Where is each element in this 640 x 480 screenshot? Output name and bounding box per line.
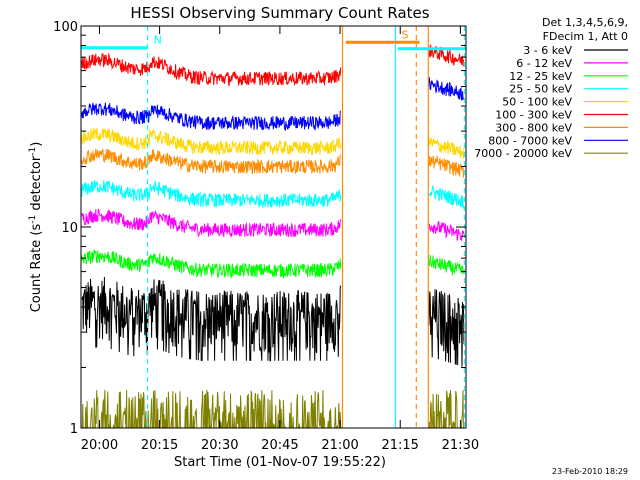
y-tick-label-2: 10: [61, 221, 78, 236]
x-tick-label-6: 21:15: [381, 438, 418, 453]
legend-header-line-1: Det 1,3,4,5,6,9,: [542, 16, 628, 29]
y-tick-label-1: 1: [70, 422, 78, 437]
legend-label-1: 3 - 6 keV: [523, 44, 572, 57]
y-tick-label-3: 100: [53, 20, 78, 35]
series-3: [81, 249, 465, 280]
series-1-line: [81, 276, 465, 367]
series-7-line: [81, 148, 465, 178]
legend-label-3: 12 - 25 keV: [509, 70, 572, 83]
legend-header-line-2: FDecim 1, Att 0: [543, 30, 628, 43]
x-tick-label-3: 20:30: [201, 438, 238, 453]
legend-label-6: 100 - 300 keV: [495, 109, 572, 122]
x-tick-label-1: 20:00: [81, 438, 118, 453]
series-9: [81, 389, 464, 428]
series-8: [81, 77, 465, 132]
x-tick-label-2: 20:15: [141, 438, 178, 453]
y-axis-label-sup1: -1: [28, 215, 38, 224]
axes-layer: 20:00 20:15 20:30 20:45 21:00 21:15 21:30 1 10 10…: [53, 20, 479, 453]
series-2-line: [81, 208, 465, 242]
series-6-line: [81, 44, 465, 88]
legend-label-9: 7000 - 20000 keV: [474, 147, 572, 160]
x-tick-label-5: 21:00: [321, 438, 358, 453]
series-5-line: [81, 127, 465, 159]
legend-label-5: 50 - 100 keV: [502, 96, 572, 109]
series-4: [81, 179, 465, 209]
y-axis-label: Count Rate (s-1 detector-1): [28, 142, 44, 313]
flag-label-2: S: [401, 28, 408, 41]
series-3-line: [81, 249, 465, 280]
legend-label-8: 800 - 7000 keV: [488, 134, 572, 147]
x-axis-label: Start Time (01-Nov-07 19:55:22): [174, 455, 386, 470]
series-5: [81, 127, 465, 159]
series-7: [81, 148, 465, 178]
chart-title: HESSI Observing Summary Count Rates: [130, 4, 429, 22]
series-6: [81, 44, 465, 88]
legend: Det 1,3,4,5,6,9, FDecim 1, Att 0 3 - 6 k…: [474, 16, 628, 160]
legend-label-4: 25 - 50 keV: [509, 83, 572, 96]
y-axis-label-main: Count Rate (s: [29, 224, 44, 313]
y-axis-label-mid: detector: [29, 155, 44, 215]
series-9-line: [81, 389, 464, 428]
flag-label-1: N: [154, 34, 162, 47]
x-tick-label-4: 20:45: [261, 438, 298, 453]
series-4-line: [81, 179, 465, 209]
x-tick-label-7: 21:30: [442, 438, 479, 453]
series-layer: [81, 44, 465, 428]
series-2: [81, 208, 465, 242]
y-axis-label-end: ): [29, 142, 44, 147]
legend-label-7: 300 - 800 keV: [495, 121, 572, 134]
series-1: [81, 276, 465, 367]
y-axis-label-sup2: -1: [28, 147, 38, 156]
series-8-line: [81, 77, 465, 132]
legend-label-2: 6 - 12 keV: [516, 57, 572, 70]
footer-date: 23-Feb-2010 18:29: [552, 467, 628, 476]
